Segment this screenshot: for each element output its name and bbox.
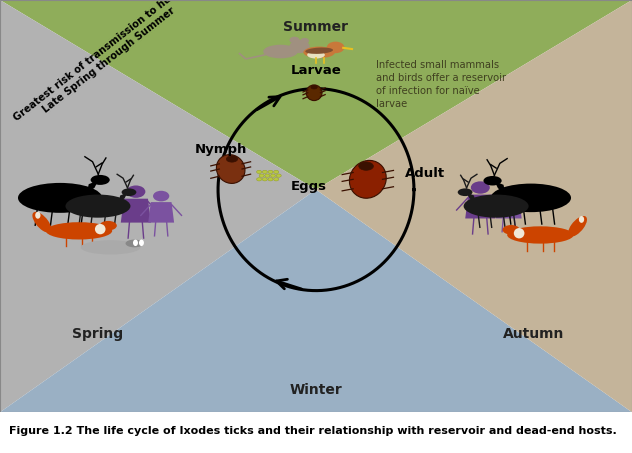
Ellipse shape — [514, 228, 525, 238]
Ellipse shape — [35, 212, 40, 219]
Circle shape — [153, 191, 169, 202]
Circle shape — [262, 170, 267, 173]
Polygon shape — [121, 199, 151, 222]
Circle shape — [270, 174, 276, 177]
Ellipse shape — [458, 188, 473, 196]
Ellipse shape — [126, 240, 143, 247]
Polygon shape — [496, 198, 521, 218]
Ellipse shape — [349, 160, 386, 198]
Text: Summer: Summer — [284, 20, 348, 34]
Ellipse shape — [263, 45, 298, 58]
Ellipse shape — [507, 226, 574, 244]
Ellipse shape — [18, 183, 102, 213]
Ellipse shape — [121, 188, 137, 196]
Ellipse shape — [139, 240, 144, 246]
Ellipse shape — [307, 51, 325, 58]
Circle shape — [274, 170, 279, 173]
Text: Greatest risk of transmission to humans by infected nymphs:
        Late Spring : Greatest risk of transmission to humans … — [12, 0, 298, 132]
Circle shape — [501, 187, 517, 197]
Ellipse shape — [303, 47, 335, 58]
Polygon shape — [465, 195, 495, 218]
Text: Winter: Winter — [289, 382, 343, 396]
Circle shape — [265, 174, 270, 177]
Circle shape — [276, 174, 281, 177]
Ellipse shape — [32, 212, 51, 232]
Ellipse shape — [490, 183, 571, 212]
Ellipse shape — [133, 240, 138, 246]
Circle shape — [126, 185, 145, 198]
Polygon shape — [0, 190, 632, 412]
Ellipse shape — [95, 224, 106, 234]
Text: Spring: Spring — [73, 327, 123, 341]
Circle shape — [257, 178, 262, 181]
Circle shape — [268, 178, 273, 181]
Ellipse shape — [483, 176, 502, 185]
Circle shape — [262, 178, 267, 181]
Ellipse shape — [305, 48, 333, 54]
Circle shape — [259, 174, 264, 177]
Circle shape — [268, 170, 273, 173]
Ellipse shape — [311, 86, 317, 89]
Ellipse shape — [66, 194, 130, 218]
Text: Eggs: Eggs — [291, 180, 327, 193]
Text: Figure 1.2 The life cycle of Ixodes ticks and their relationship with reservoir : Figure 1.2 The life cycle of Ixodes tick… — [9, 425, 617, 436]
Text: Adult: Adult — [404, 168, 444, 180]
Polygon shape — [0, 0, 316, 412]
Ellipse shape — [46, 222, 112, 240]
Ellipse shape — [359, 162, 374, 170]
Circle shape — [257, 170, 262, 173]
Polygon shape — [87, 180, 99, 193]
Ellipse shape — [81, 240, 140, 255]
Text: Nymph: Nymph — [195, 143, 247, 156]
Circle shape — [274, 178, 279, 181]
Polygon shape — [149, 202, 174, 222]
Polygon shape — [494, 181, 506, 193]
Circle shape — [327, 42, 344, 53]
Ellipse shape — [226, 156, 238, 162]
Text: Larvae: Larvae — [291, 64, 341, 77]
Ellipse shape — [216, 154, 245, 183]
Ellipse shape — [306, 85, 322, 101]
Circle shape — [289, 40, 310, 53]
Circle shape — [471, 181, 490, 194]
Circle shape — [289, 37, 300, 43]
Ellipse shape — [464, 194, 528, 218]
Ellipse shape — [568, 216, 587, 236]
Ellipse shape — [100, 221, 117, 231]
Polygon shape — [119, 193, 128, 202]
Ellipse shape — [579, 216, 584, 223]
Circle shape — [300, 38, 309, 43]
Polygon shape — [466, 193, 475, 202]
Ellipse shape — [90, 175, 110, 185]
Text: Autumn: Autumn — [503, 327, 565, 341]
Polygon shape — [316, 0, 632, 412]
Text: Infected small mammals
and birds offer a reservoir
of infection for naïve
larvae: Infected small mammals and birds offer a… — [376, 60, 506, 109]
Polygon shape — [0, 0, 632, 190]
Ellipse shape — [502, 225, 520, 235]
